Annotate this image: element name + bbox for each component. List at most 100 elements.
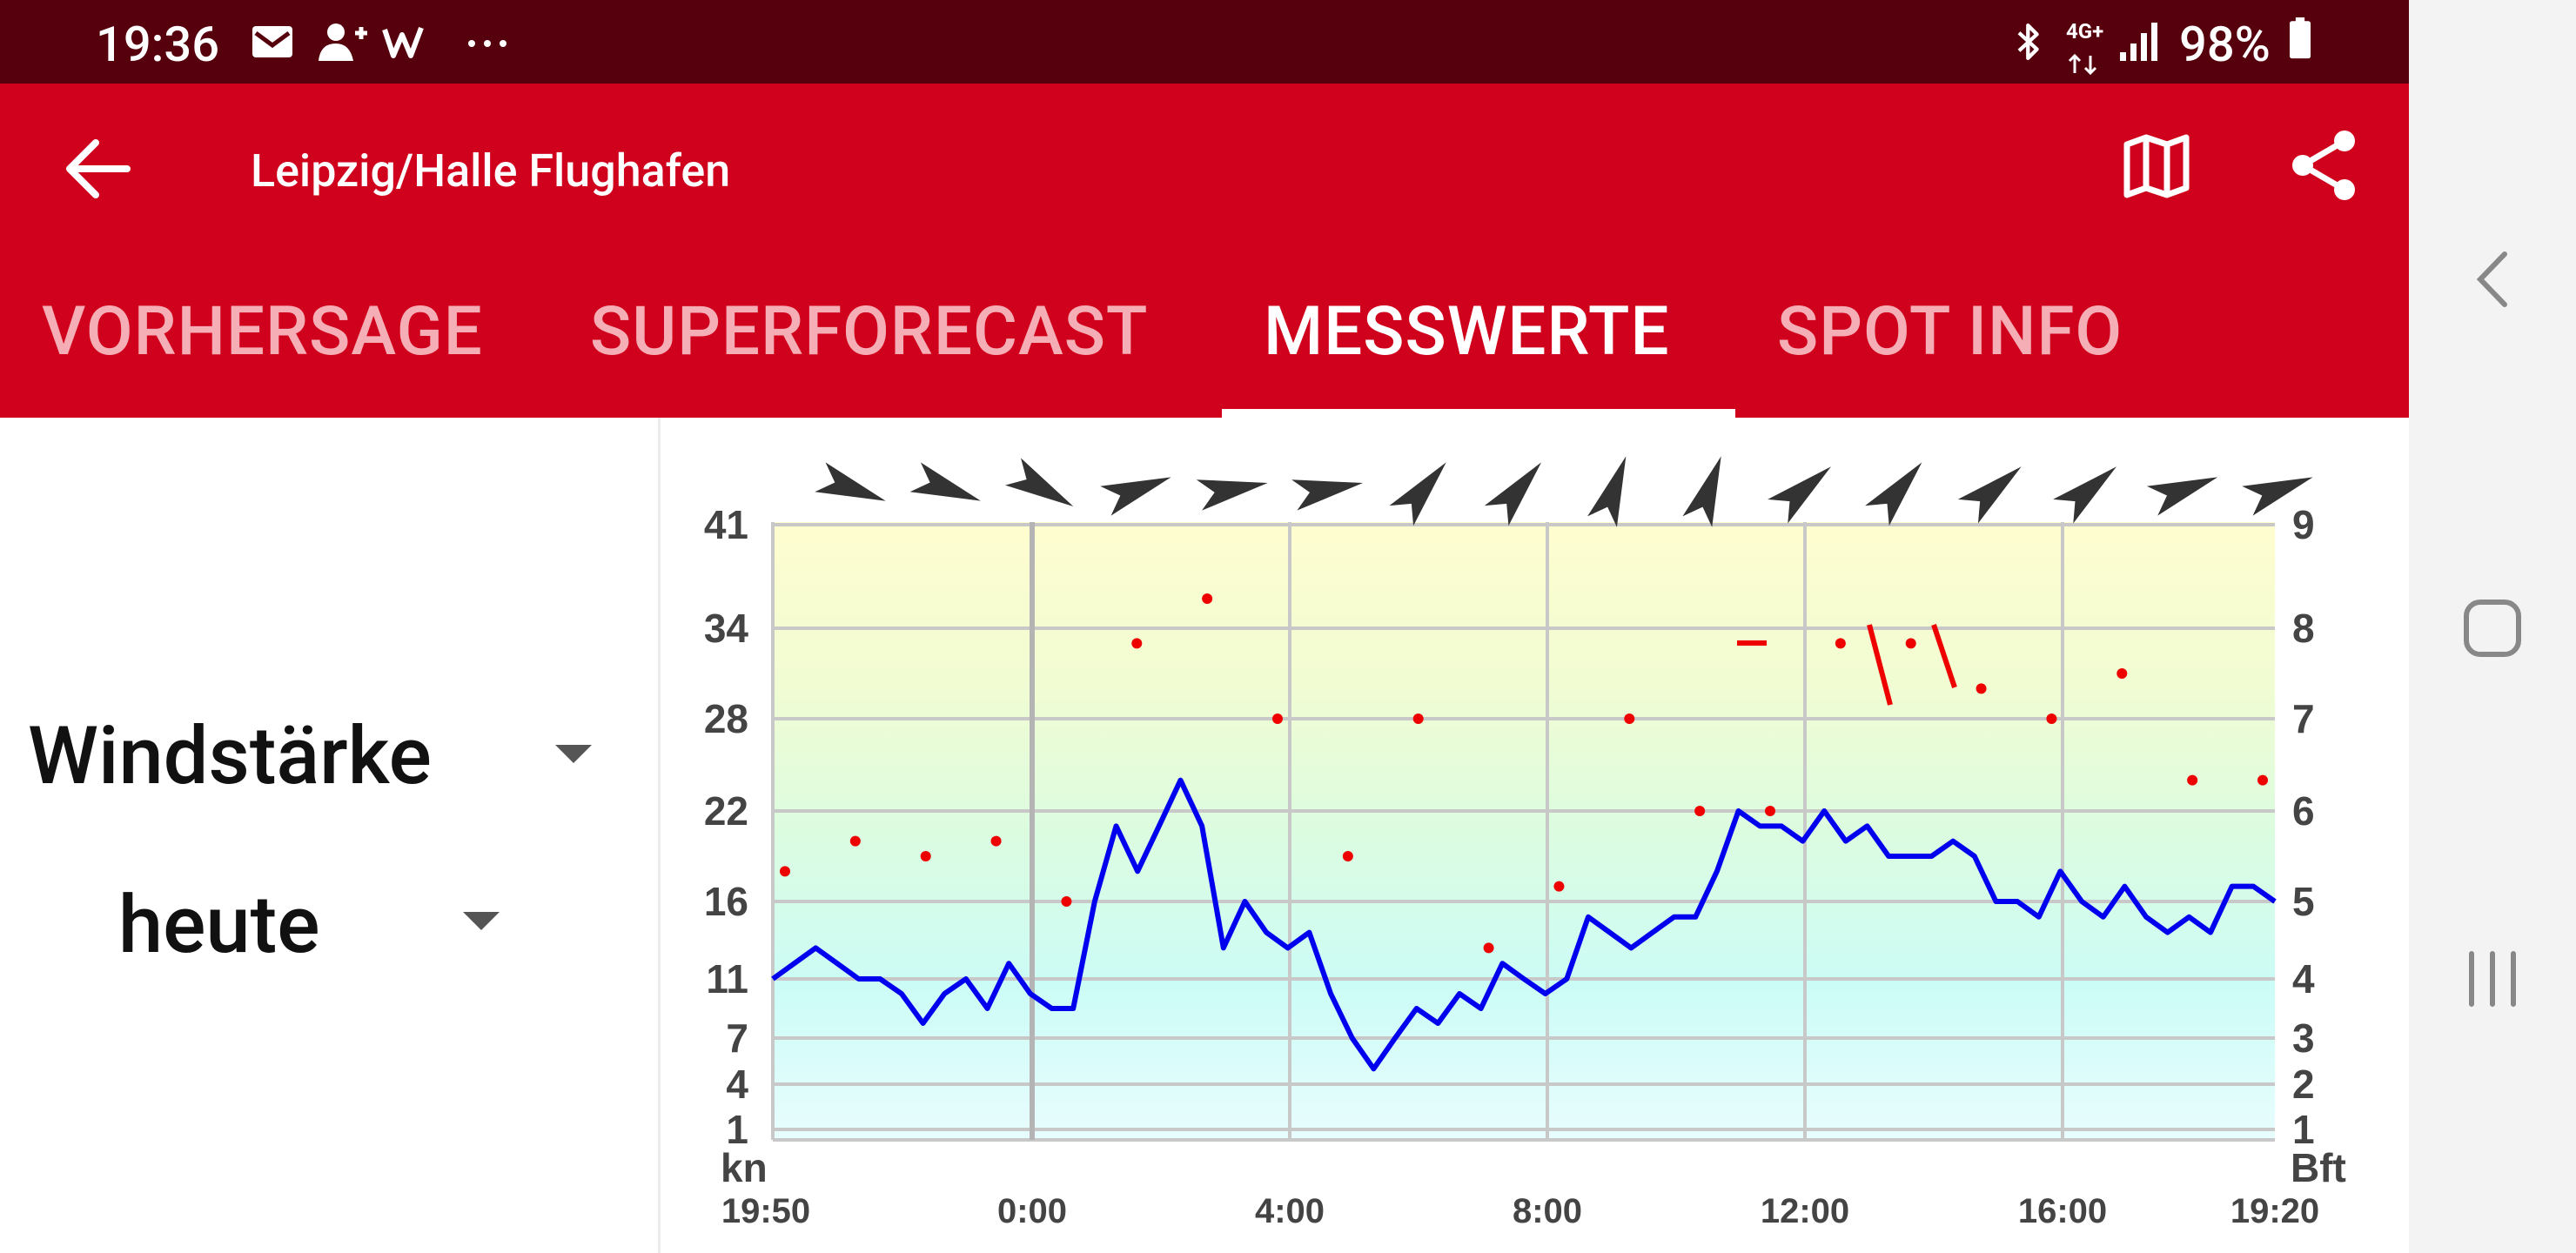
wind-arrow-shape [1865, 462, 1922, 526]
wind-direction-arrows [815, 456, 2313, 527]
wind-arrow-shape [2053, 466, 2116, 524]
y-tick-label-left: 34 [704, 606, 749, 651]
wind-arrow-shape [815, 462, 886, 501]
grid [771, 522, 2275, 1142]
axis-labels: 1 14 27 311 416 522 628 734 841 919:50 0:00 4:00 8:0… [704, 502, 2346, 1230]
battery-percent: 98% [2179, 16, 2271, 73]
wind-arrow-shape [1291, 479, 1364, 511]
y-tick-label-left: 4 [726, 1062, 748, 1107]
wind-arrow-icon [815, 462, 886, 501]
tab-superforecast[interactable]: SUPERFORECAST [590, 292, 1149, 372]
data-arrows-icon [2068, 53, 2097, 76]
y-tick-label-right: 4 [2292, 956, 2315, 1002]
tab-spot-info[interactable]: SPOT INFO [1777, 292, 2123, 372]
gust-point [780, 866, 790, 877]
period-dropdown-label[interactable]: heute [118, 879, 320, 972]
y-tick-label-right: 1 [2292, 1107, 2315, 1152]
x-tick-label: 19:50 [721, 1192, 810, 1230]
gust-point [1976, 683, 1987, 694]
gust-point [1342, 851, 1353, 861]
chevron-down-icon[interactable] [555, 745, 592, 763]
tab-indicator [1222, 409, 1735, 418]
wind-arrow-shape [909, 462, 981, 501]
measure-dropdown-label[interactable]: Windstärke [28, 710, 432, 803]
wind-arrow-shape [1957, 466, 2022, 524]
wind-arrow-icon [1196, 479, 1268, 511]
y-tick-label-right: 7 [2292, 696, 2315, 741]
wind-arrow-shape [1100, 477, 1171, 516]
status-time: 19:36 [96, 16, 220, 73]
gust-point [1131, 638, 1143, 649]
gust-point [1694, 806, 1706, 816]
x-tick-label: 4:00 [1255, 1192, 1325, 1230]
wind-arrow-icon [1587, 456, 1627, 527]
wind-arrow-icon [1865, 462, 1922, 526]
y-tick-label-right: 8 [2292, 606, 2315, 651]
gust-point [1202, 593, 1213, 604]
wind-speed-line [771, 777, 2277, 1072]
gust-streak [1931, 624, 1957, 688]
gust-point [1765, 806, 1775, 816]
arrow-back-icon[interactable] [61, 136, 136, 202]
gust-point [849, 835, 861, 847]
wind-arrow-shape [2146, 477, 2218, 516]
gust-point [2116, 668, 2128, 679]
wind-arrow-icon [1484, 462, 1542, 526]
wind-arrow-icon [1682, 456, 1721, 527]
gust-point [1412, 714, 1424, 724]
wind-arrow-icon [1768, 466, 1831, 524]
x-tick-label: 0:00 [997, 1192, 1067, 1230]
wind-arrow-shape [2242, 477, 2313, 516]
status-bar: 19:36 4G+ 98% [0, 0, 2409, 84]
gust-point [1483, 942, 1494, 954]
wind-arrow-icon [1100, 477, 1171, 516]
bluetooth-icon [2017, 23, 2039, 60]
wind-arrow-shape [1682, 456, 1721, 527]
wind-arrow-shape [1389, 462, 1446, 526]
wind-arrow-icon [1389, 462, 1446, 526]
tab-vorhersage[interactable]: VORHERSAGE [42, 292, 483, 372]
y-tick-label-right: 2 [2292, 1062, 2315, 1107]
wind-arrow-icon [1005, 458, 1074, 506]
w-app-icon [382, 26, 424, 58]
y-tick-label-left: 11 [706, 956, 748, 1002]
network-type: 4G+ [2066, 19, 2104, 44]
wind-arrow-icon [909, 462, 981, 501]
wind-chart-svg: 1 14 27 311 416 522 628 734 841 919:50 0:00 4:00 8:0… [704, 456, 2346, 1230]
wind-chart: 1 1 4 2 7 3 11 4 16 5 22 6 28 7 34 8 41 9 19:50 0:00 4:00 8:0… [661, 418, 2409, 1253]
map-icon[interactable] [2122, 131, 2191, 200]
signal-icon [2120, 23, 2157, 61]
battery-icon [2290, 17, 2311, 59]
wind-arrow-shape [1768, 466, 1831, 524]
tab-messwerte[interactable]: MESSWERTE [1264, 292, 1670, 372]
y-tick-label-left: 1 [726, 1107, 748, 1152]
y-tick-label-left: 7 [726, 1015, 748, 1061]
x-tick-label: 19:20 [2231, 1192, 2319, 1230]
gust-point [1624, 714, 1635, 724]
selector-panel: Windstärke heute [0, 418, 661, 1253]
y-unit-left: kn [721, 1145, 768, 1190]
gust-point [920, 851, 931, 861]
nav-home-icon[interactable] [2461, 597, 2524, 660]
more-icon [468, 40, 506, 47]
gust-point [1905, 638, 1916, 649]
y-tick-label-right: 9 [2292, 502, 2315, 547]
gust-point [1061, 896, 1072, 907]
chevron-down-icon[interactable] [463, 912, 500, 930]
wind-arrow-shape [1484, 462, 1542, 526]
y-tick-label-left: 16 [704, 879, 748, 924]
share-icon[interactable] [2289, 129, 2362, 202]
y-tick-label-right: 3 [2292, 1015, 2315, 1061]
y-tick-label-left: 28 [704, 696, 748, 741]
plot-area [773, 522, 2275, 1140]
page-title: Leipzig/Halle Flughafen [251, 144, 731, 198]
y-tick-label-right: 6 [2292, 788, 2315, 834]
nav-recents-icon[interactable] [2463, 948, 2522, 1009]
nav-back-icon[interactable] [2466, 249, 2519, 310]
x-tick-label: 12:00 [1761, 1192, 1849, 1230]
wind-arrow-icon [1957, 466, 2022, 524]
app-bar: Leipzig/Halle Flughafen VORHERSAGE SUPER… [0, 84, 2409, 418]
gust-point [2046, 714, 2057, 724]
wind-arrow-icon [1291, 479, 1364, 511]
y-tick-label-left: 41 [704, 502, 748, 547]
